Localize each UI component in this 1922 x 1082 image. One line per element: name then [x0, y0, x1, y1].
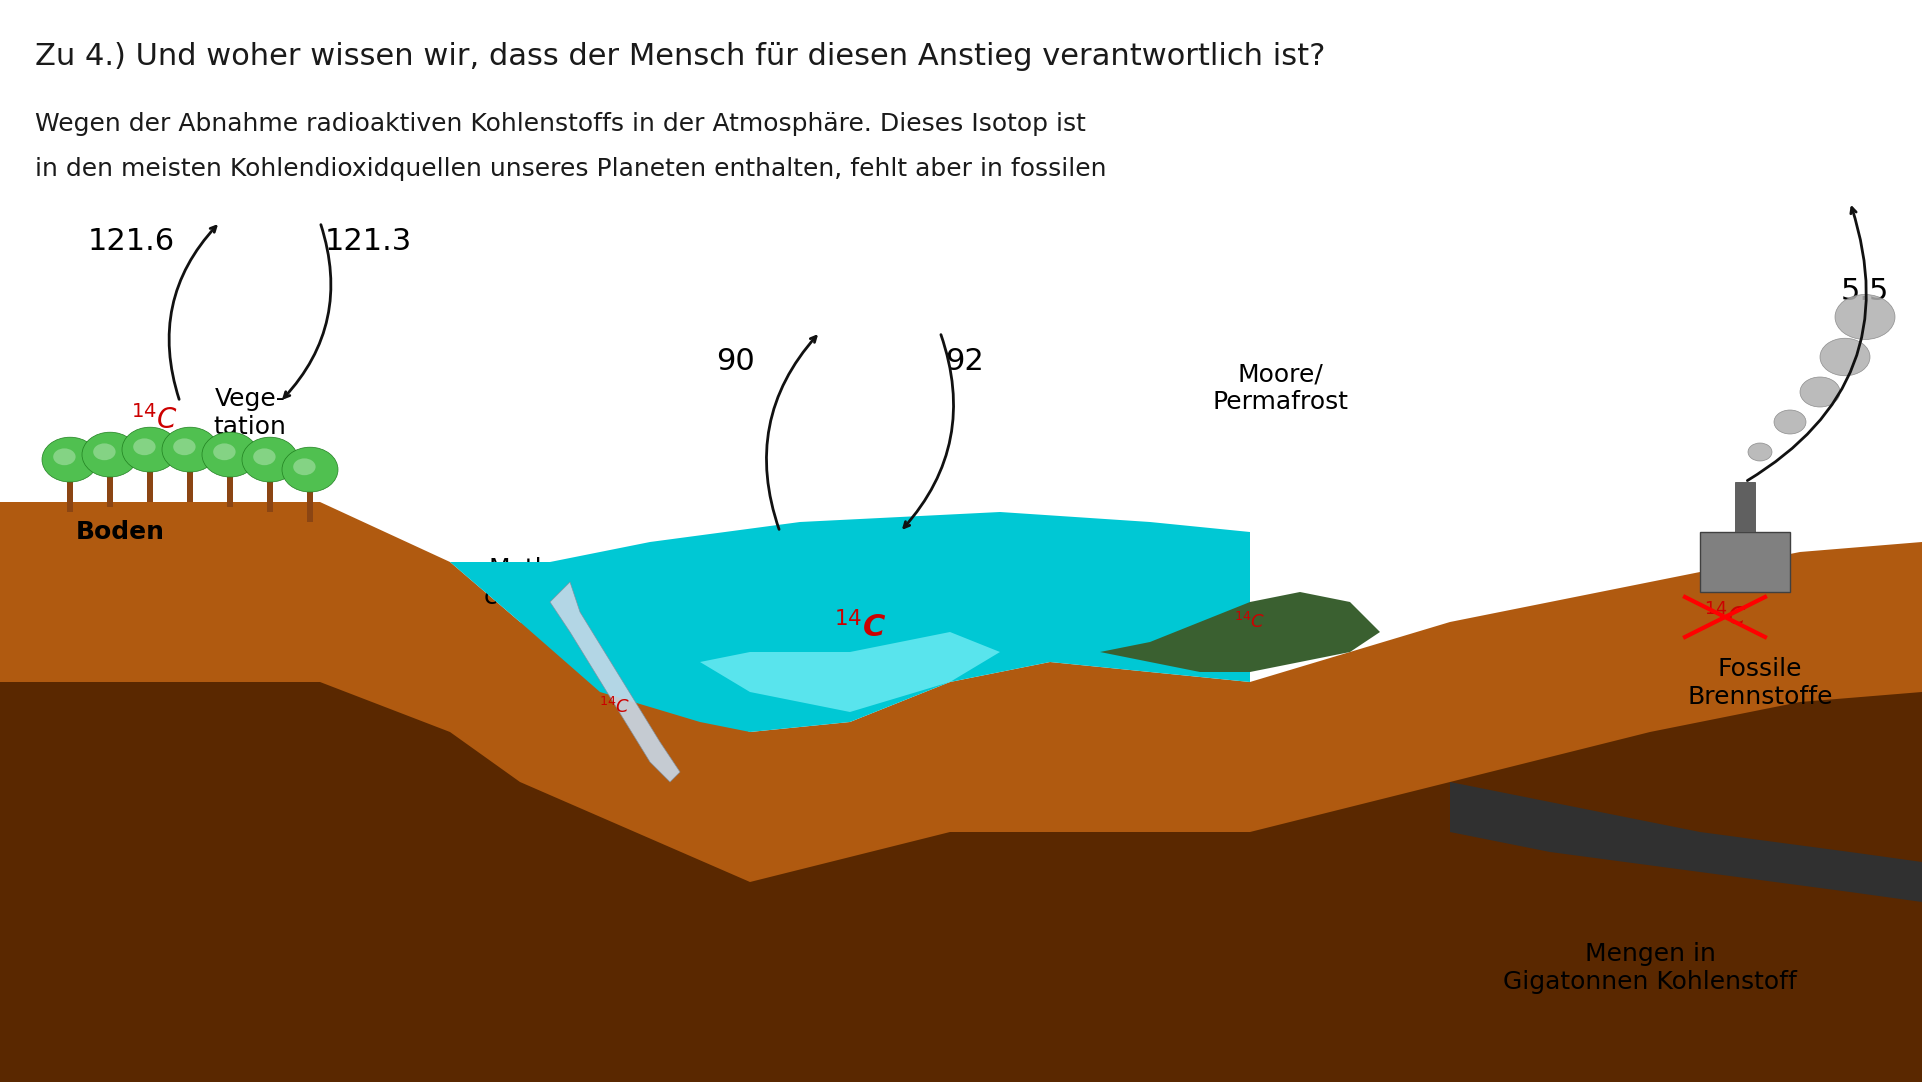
Ellipse shape [161, 427, 217, 472]
FancyBboxPatch shape [1699, 532, 1789, 592]
Text: $^{14}$C: $^{14}$C [131, 405, 179, 435]
Ellipse shape [242, 437, 298, 481]
Ellipse shape [54, 448, 75, 465]
Text: 5.5: 5.5 [1841, 277, 1889, 306]
Polygon shape [450, 512, 1249, 733]
Polygon shape [308, 492, 313, 522]
Text: in den meisten Kohlendioxidquellen unseres Planeten enthalten, fehlt aber in fos: in den meisten Kohlendioxidquellen unser… [35, 157, 1107, 181]
Text: $^{14}$C: $^{14}$C [834, 610, 886, 644]
Ellipse shape [173, 438, 196, 456]
Ellipse shape [1774, 410, 1807, 434]
Bar [1736, 481, 1755, 532]
Text: $^{14}$C: $^{14}$C [1234, 612, 1265, 632]
Ellipse shape [283, 447, 338, 492]
Ellipse shape [294, 459, 315, 475]
Ellipse shape [1801, 377, 1839, 407]
Text: Boden: Boden [75, 520, 165, 544]
Polygon shape [227, 477, 233, 507]
Ellipse shape [202, 432, 258, 477]
Ellipse shape [121, 427, 179, 472]
Text: $^{14}$C: $^{14}$C [1703, 604, 1747, 631]
Text: 121.3: 121.3 [325, 227, 411, 256]
Text: Fossile
Brennstoffe: Fossile Brennstoffe [1688, 657, 1834, 709]
Polygon shape [186, 472, 192, 502]
Ellipse shape [1747, 443, 1772, 461]
Ellipse shape [254, 448, 275, 465]
Polygon shape [267, 481, 273, 512]
Ellipse shape [133, 438, 156, 456]
Ellipse shape [92, 444, 115, 460]
Ellipse shape [42, 437, 98, 481]
Text: Mengen in
Gigatonnen Kohlenstoff: Mengen in Gigatonnen Kohlenstoff [1503, 942, 1797, 993]
Text: Moore/
Permafrost: Moore/ Permafrost [1213, 362, 1347, 413]
Polygon shape [1099, 592, 1380, 672]
Polygon shape [550, 582, 680, 782]
Ellipse shape [83, 432, 138, 477]
Polygon shape [146, 472, 154, 502]
Text: Vege-
tation: Vege- tation [213, 387, 286, 439]
Text: Zu 4.) Und woher wissen wir, dass der Mensch für diesen Anstieg verantwortlich i: Zu 4.) Und woher wissen wir, dass der Me… [35, 42, 1326, 71]
Ellipse shape [1820, 339, 1870, 375]
Text: 121.6: 121.6 [88, 227, 175, 256]
Text: $^{14}$C: $^{14}$C [600, 697, 630, 717]
Polygon shape [1449, 782, 1922, 902]
Polygon shape [0, 502, 1922, 1082]
Polygon shape [700, 632, 999, 712]
Polygon shape [108, 477, 113, 507]
Ellipse shape [1836, 294, 1895, 340]
Text: 90: 90 [717, 347, 755, 377]
Text: Methan-
clathrate: Methan- clathrate [484, 557, 596, 609]
Polygon shape [0, 682, 1922, 1082]
Ellipse shape [213, 444, 236, 460]
Text: 92: 92 [946, 347, 984, 377]
Text: Wegen der Abnahme radioaktiven Kohlenstoffs in der Atmosphäre. Dieses Isotop ist: Wegen der Abnahme radioaktiven Kohlensto… [35, 113, 1086, 136]
Polygon shape [67, 481, 73, 512]
